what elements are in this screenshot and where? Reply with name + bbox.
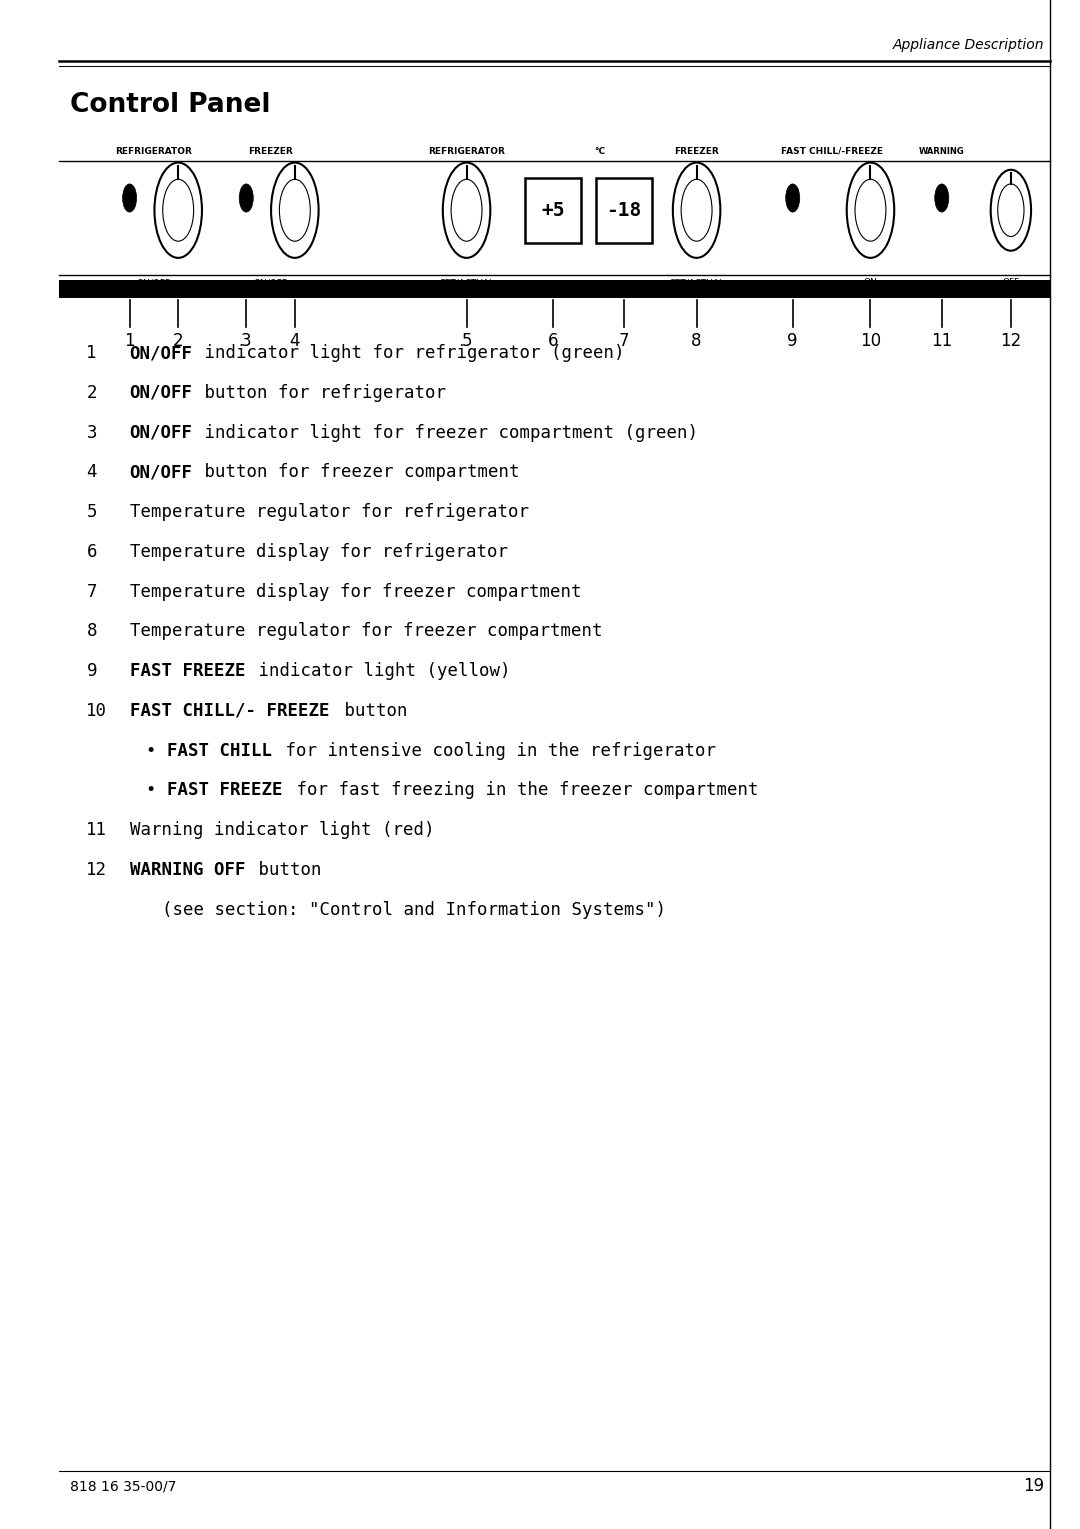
Text: 4: 4 — [86, 463, 97, 482]
Text: ON/OFF: ON/OFF — [254, 278, 287, 287]
Text: Temperature regulator for refrigerator: Temperature regulator for refrigerator — [130, 503, 528, 521]
Text: button for refrigerator: button for refrigerator — [194, 384, 446, 402]
Text: -18: -18 — [607, 200, 642, 220]
Text: 11: 11 — [86, 821, 107, 839]
Text: ON: ON — [864, 278, 877, 287]
Ellipse shape — [935, 183, 949, 213]
Text: FAST FREEZE: FAST FREEZE — [167, 781, 283, 800]
Text: 4: 4 — [289, 332, 300, 350]
Text: 12: 12 — [1000, 332, 1022, 350]
Text: Temperature regulator for freezer compartment: Temperature regulator for freezer compar… — [130, 622, 603, 641]
Text: °C: °C — [594, 147, 605, 156]
Text: 9: 9 — [86, 662, 97, 680]
Text: +5: +5 — [541, 200, 565, 220]
Text: 7: 7 — [619, 332, 630, 350]
Text: 1: 1 — [124, 332, 135, 350]
Text: 2: 2 — [173, 332, 184, 350]
Text: button: button — [334, 702, 407, 720]
Text: 5: 5 — [461, 332, 472, 350]
Text: OFF: OFF — [1002, 278, 1020, 287]
Text: FREEZER: FREEZER — [248, 147, 293, 156]
Text: for fast freezing in the freezer compartment: for fast freezing in the freezer compart… — [286, 781, 758, 800]
Text: Warning indicator light (red): Warning indicator light (red) — [130, 821, 434, 839]
Text: ON/OFF: ON/OFF — [137, 278, 171, 287]
Text: 1: 1 — [86, 344, 97, 362]
Text: FAST CHILL/-FREEZE: FAST CHILL/-FREEZE — [781, 147, 882, 156]
Text: REFRIGERATOR: REFRIGERATOR — [428, 147, 505, 156]
Text: •: • — [146, 781, 156, 800]
Text: 7: 7 — [86, 583, 97, 601]
Text: Temperature display for refrigerator: Temperature display for refrigerator — [130, 543, 508, 561]
Text: SET/ACTUAL: SET/ACTUAL — [670, 278, 724, 287]
Text: 2: 2 — [86, 384, 97, 402]
Text: for intensive cooling in the refrigerator: for intensive cooling in the refrigerato… — [275, 742, 716, 760]
Text: ON/OFF: ON/OFF — [130, 424, 192, 442]
Text: 3: 3 — [241, 332, 252, 350]
Text: button: button — [248, 861, 322, 879]
Text: indicator light for refrigerator (green): indicator light for refrigerator (green) — [194, 344, 624, 362]
Text: ON/OFF: ON/OFF — [130, 344, 192, 362]
Text: 3: 3 — [86, 424, 97, 442]
Text: FAST FREEZE: FAST FREEZE — [130, 662, 245, 680]
Text: Temperature display for freezer compartment: Temperature display for freezer compartm… — [130, 583, 581, 601]
Text: Appliance Description: Appliance Description — [893, 38, 1044, 52]
Ellipse shape — [123, 183, 136, 213]
Text: WARNING OFF: WARNING OFF — [130, 861, 245, 879]
Text: ON/OFF: ON/OFF — [130, 463, 192, 482]
Ellipse shape — [240, 183, 253, 213]
Text: WARNING: WARNING — [919, 147, 964, 156]
Text: 5: 5 — [86, 503, 97, 521]
Text: 10: 10 — [86, 702, 107, 720]
Text: 6: 6 — [86, 543, 97, 561]
Text: SET/ACTUAL: SET/ACTUAL — [440, 278, 494, 287]
Text: 19: 19 — [1023, 1477, 1044, 1495]
Text: 10: 10 — [860, 332, 881, 350]
Text: indicator light (yellow): indicator light (yellow) — [248, 662, 511, 680]
Text: 6: 6 — [548, 332, 558, 350]
Text: REFRIGERATOR: REFRIGERATOR — [116, 147, 192, 156]
Text: 9: 9 — [787, 332, 798, 350]
Text: 8: 8 — [86, 622, 97, 641]
Ellipse shape — [786, 183, 799, 213]
Text: button for freezer compartment: button for freezer compartment — [194, 463, 519, 482]
Text: 12: 12 — [86, 861, 107, 879]
Text: FAST CHILL/- FREEZE: FAST CHILL/- FREEZE — [130, 702, 329, 720]
Text: FREEZER: FREEZER — [674, 147, 719, 156]
Text: indicator light for freezer compartment (green): indicator light for freezer compartment … — [194, 424, 698, 442]
Text: FAST CHILL: FAST CHILL — [167, 742, 272, 760]
FancyBboxPatch shape — [59, 280, 1050, 298]
Text: 8: 8 — [691, 332, 702, 350]
Text: 818 16 35-00/7: 818 16 35-00/7 — [70, 1479, 176, 1494]
Text: 11: 11 — [931, 332, 953, 350]
Text: •: • — [146, 742, 156, 760]
Text: (see section: "Control and Information Systems"): (see section: "Control and Information S… — [162, 901, 666, 919]
Text: ON/OFF: ON/OFF — [130, 384, 192, 402]
Text: Control Panel: Control Panel — [70, 92, 271, 118]
